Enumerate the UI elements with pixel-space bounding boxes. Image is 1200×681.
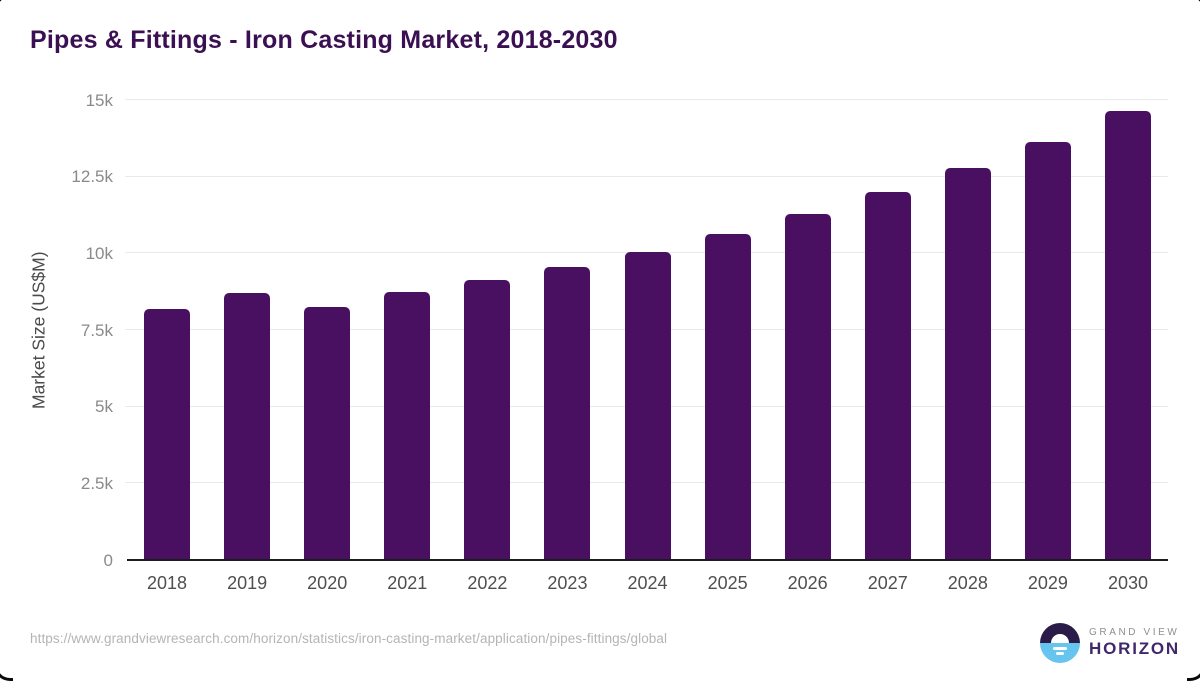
x-tick-label: 2026 xyxy=(787,573,828,593)
x-tick-label: 2019 xyxy=(227,573,268,593)
source-url: https://www.grandviewresearch.com/horizo… xyxy=(30,631,668,646)
bar-slot xyxy=(848,100,928,560)
y-tick-label: 2.5k xyxy=(80,473,113,493)
chart-title: Pipes & Fittings - Iron Casting Market, … xyxy=(30,26,618,54)
bar-2019[interactable] xyxy=(224,293,271,560)
bar-2024[interactable] xyxy=(624,251,671,560)
card-corner-top-left xyxy=(0,0,13,13)
logo-product-name: HORIZON xyxy=(1089,638,1180,658)
bar-slot xyxy=(287,100,367,560)
x-tick-label: 2028 xyxy=(947,573,988,593)
card-corner-bottom-right xyxy=(1187,662,1200,681)
x-tick-label: 2029 xyxy=(1027,573,1068,593)
y-tick-label: 0 xyxy=(103,550,113,570)
card-corner-top-right xyxy=(1187,0,1200,13)
horizon-reflection-line xyxy=(1053,647,1068,650)
gridline xyxy=(125,99,1168,100)
bar-slot xyxy=(688,100,768,560)
horizon-sun-icon xyxy=(1040,623,1081,663)
bar-slot xyxy=(1088,100,1168,560)
bar-2026[interactable] xyxy=(784,214,831,560)
y-tick-label: 10k xyxy=(85,243,113,263)
bar-slot xyxy=(207,100,287,560)
grandview-horizon-logo: GRAND VIEW HORIZON xyxy=(1040,623,1180,663)
x-axis-labels: 2018 2019 2020 2021 2022 2023 2024 2025 2026 2027… xyxy=(127,573,1168,594)
bar-slot xyxy=(527,100,607,560)
logo-brand-name: GRAND VIEW xyxy=(1089,626,1180,638)
bar-series xyxy=(127,100,1168,560)
x-tick-label: 2021 xyxy=(387,573,428,593)
logo-text: GRAND VIEW HORIZON xyxy=(1089,627,1180,659)
x-tick-label: 2022 xyxy=(467,573,508,593)
y-tick-label: 7.5k xyxy=(80,320,113,340)
x-tick-label: 2018 xyxy=(147,573,188,593)
x-axis-line xyxy=(127,559,1168,561)
bar-2030[interactable] xyxy=(1104,111,1151,560)
bar-slot xyxy=(1008,100,1088,560)
x-tick-label: 2024 xyxy=(627,573,668,593)
bar-2021[interactable] xyxy=(384,292,431,560)
x-tick-label: 2020 xyxy=(307,573,348,593)
bar-2029[interactable] xyxy=(1024,142,1071,560)
bar-slot xyxy=(928,100,1008,560)
bar-2027[interactable] xyxy=(864,192,911,560)
horizon-reflection-line xyxy=(1056,652,1065,655)
plot-area: 0 2.5k 5k 7.5k 10k 12.5k 15k 2018 2019 2020 2021 2… xyxy=(71,91,1168,593)
card-corner-bottom-left xyxy=(0,662,13,681)
bar-2018[interactable] xyxy=(144,308,191,560)
bar-2025[interactable] xyxy=(704,234,751,560)
y-tick-label: 12.5k xyxy=(71,167,113,187)
x-tick-label: 2027 xyxy=(867,573,908,593)
bar-2023[interactable] xyxy=(544,266,591,560)
x-tick-label: 2023 xyxy=(547,573,588,593)
x-tick-label: 2025 xyxy=(707,573,748,593)
bar-slot xyxy=(367,100,447,560)
bar-slot xyxy=(607,100,687,560)
sun-dome-shape xyxy=(1051,634,1070,643)
bar-slot xyxy=(768,100,848,560)
bar-2020[interactable] xyxy=(304,307,351,560)
bar-slot xyxy=(127,100,207,560)
y-tick-label: 5k xyxy=(95,397,113,417)
bar-slot xyxy=(447,100,527,560)
x-tick-label: 2030 xyxy=(1107,573,1148,593)
bar-2022[interactable] xyxy=(464,280,511,560)
gridline xyxy=(125,175,1168,177)
y-axis-title: Market Size (US$M) xyxy=(28,251,49,409)
y-tick-label: 15k xyxy=(85,90,113,110)
bar-2028[interactable] xyxy=(944,168,991,560)
